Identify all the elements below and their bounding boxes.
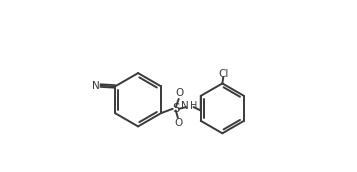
Text: O: O <box>174 118 182 128</box>
Text: N: N <box>92 80 100 91</box>
Text: O: O <box>175 88 184 98</box>
Text: N: N <box>181 101 189 111</box>
Text: Cl: Cl <box>218 69 228 79</box>
Text: S: S <box>172 102 180 115</box>
Text: H: H <box>190 101 198 111</box>
